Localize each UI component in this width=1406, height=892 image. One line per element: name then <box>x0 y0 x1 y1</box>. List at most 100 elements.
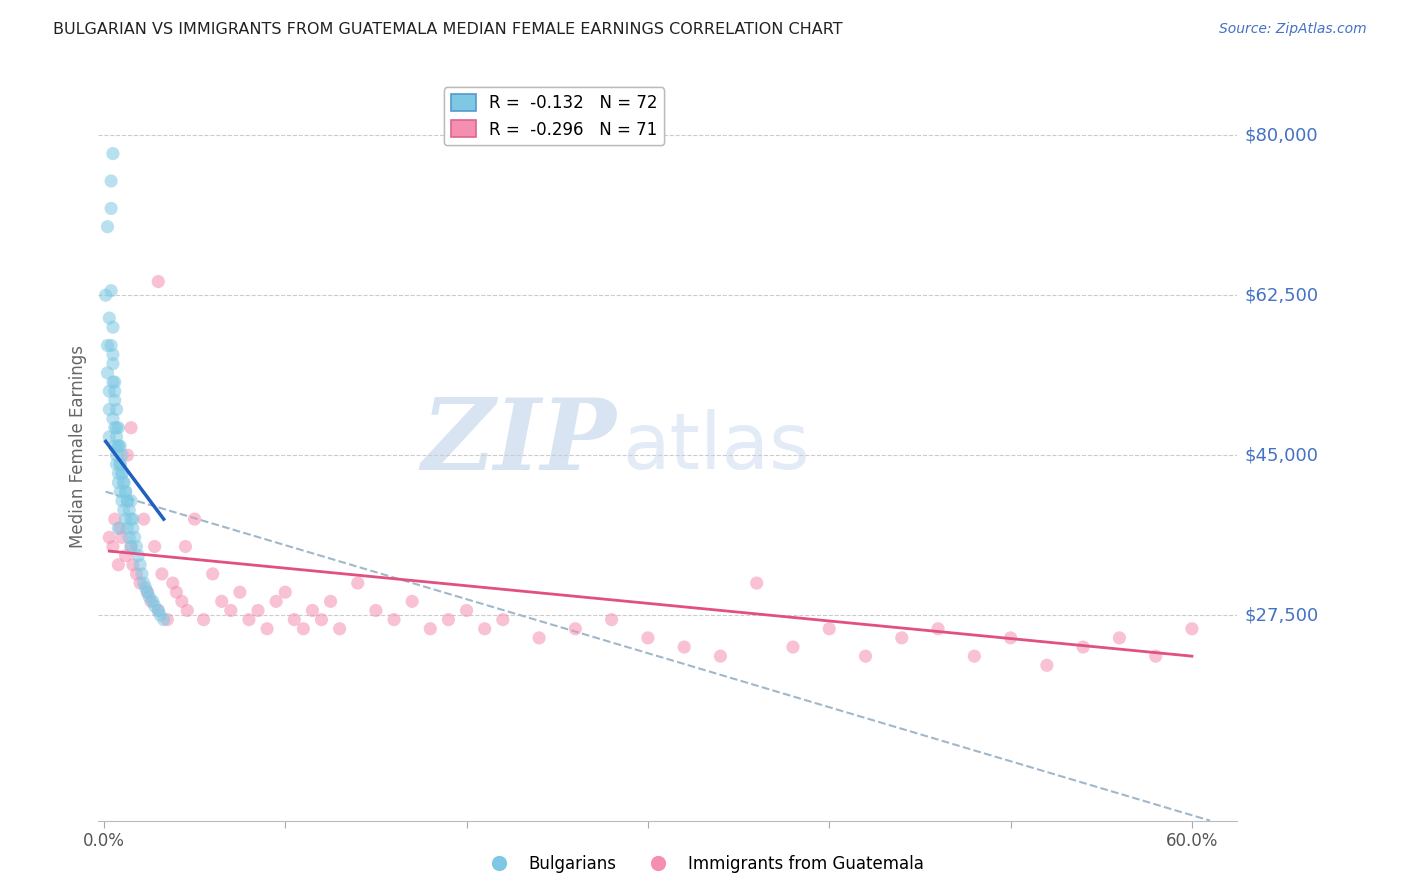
Point <box>170 594 193 608</box>
Text: $62,500: $62,500 <box>1244 286 1319 304</box>
Point <box>101 357 124 371</box>
Point <box>301 603 323 617</box>
Text: ZIP: ZIP <box>422 394 617 491</box>
Point <box>127 549 149 563</box>
Point <box>165 585 187 599</box>
Point <box>456 603 478 617</box>
Point <box>114 549 136 563</box>
Text: $80,000: $80,000 <box>1244 127 1319 145</box>
Point <box>1000 631 1022 645</box>
Point <box>382 613 405 627</box>
Point <box>782 640 804 654</box>
Point <box>564 622 586 636</box>
Point <box>963 649 986 664</box>
Point <box>143 599 166 613</box>
Point <box>135 581 157 595</box>
Point <box>474 622 496 636</box>
Point <box>346 576 368 591</box>
Point <box>600 613 623 627</box>
Point <box>274 585 297 599</box>
Point <box>100 338 122 352</box>
Point <box>136 585 159 599</box>
Text: Source: ZipAtlas.com: Source: ZipAtlas.com <box>1219 22 1367 37</box>
Point <box>105 448 128 462</box>
Point <box>104 375 127 389</box>
Point <box>100 174 122 188</box>
Point <box>890 631 912 645</box>
Point <box>673 640 696 654</box>
Point <box>129 558 152 572</box>
Point <box>108 521 131 535</box>
Point <box>132 512 155 526</box>
Point <box>927 622 949 636</box>
Point <box>105 430 128 444</box>
Point <box>264 594 287 608</box>
Point <box>104 384 127 399</box>
Point <box>100 202 122 216</box>
Point <box>122 512 145 526</box>
Point <box>117 521 139 535</box>
Point <box>855 649 877 664</box>
Point <box>319 594 342 608</box>
Point <box>117 448 139 462</box>
Point <box>108 439 131 453</box>
Point <box>108 484 131 499</box>
Point <box>104 393 127 408</box>
Point <box>107 475 129 490</box>
Point <box>114 484 136 499</box>
Point <box>111 467 134 481</box>
Point <box>125 540 148 554</box>
Point <box>104 421 127 435</box>
Point <box>492 613 515 627</box>
Point <box>247 603 270 617</box>
Point <box>364 603 387 617</box>
Point <box>256 622 278 636</box>
Point <box>107 467 129 481</box>
Point <box>111 467 134 481</box>
Point <box>1181 622 1204 636</box>
Point <box>176 603 198 617</box>
Point <box>120 421 142 435</box>
Point <box>96 219 118 234</box>
Point <box>132 576 155 591</box>
Point <box>105 421 128 435</box>
Point <box>114 484 136 499</box>
Point <box>148 603 170 617</box>
Point <box>107 521 129 535</box>
Point <box>139 594 162 608</box>
Point <box>96 338 118 352</box>
Point <box>229 585 252 599</box>
Point <box>122 521 145 535</box>
Point <box>112 475 135 490</box>
Point <box>238 613 260 627</box>
Point <box>637 631 659 645</box>
Point <box>152 613 174 627</box>
Point <box>120 540 142 554</box>
Point <box>107 558 129 572</box>
Point <box>211 594 233 608</box>
Point <box>311 613 333 627</box>
Point <box>122 558 145 572</box>
Point <box>120 540 142 554</box>
Point <box>114 512 136 526</box>
Point <box>129 576 152 591</box>
Point <box>98 384 121 399</box>
Point <box>101 320 124 334</box>
Point <box>111 493 134 508</box>
Legend: R =  -0.132   N = 72, R =  -0.296   N = 71: R = -0.132 N = 72, R = -0.296 N = 71 <box>444 87 664 145</box>
Point <box>193 613 215 627</box>
Point <box>401 594 423 608</box>
Y-axis label: Median Female Earnings: Median Female Earnings <box>69 344 87 548</box>
Point <box>125 566 148 581</box>
Point <box>1036 658 1059 673</box>
Point <box>143 540 166 554</box>
Point <box>142 594 165 608</box>
Point <box>101 540 124 554</box>
Point <box>107 421 129 435</box>
Text: atlas: atlas <box>623 409 810 485</box>
Point <box>437 613 460 627</box>
Point <box>118 503 141 517</box>
Point <box>120 512 142 526</box>
Point <box>174 540 197 554</box>
Point <box>156 613 179 627</box>
